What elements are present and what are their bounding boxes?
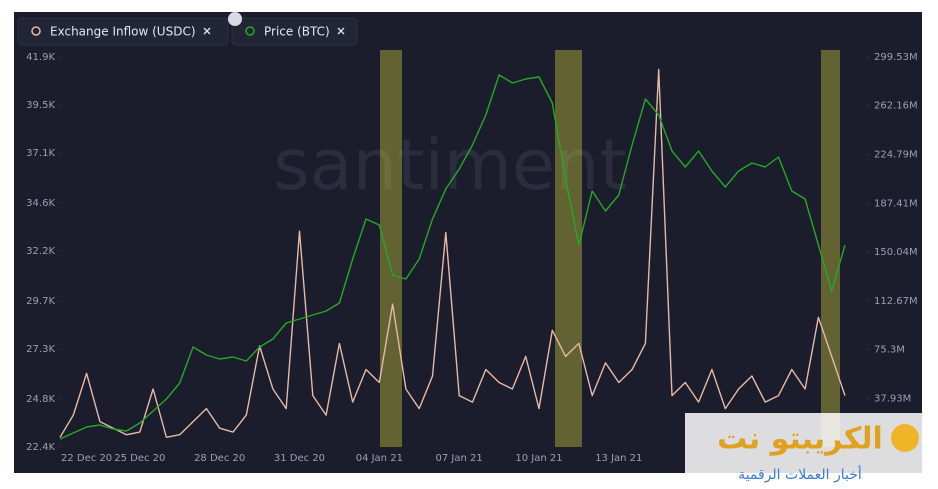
- x-tick-label: 28 Dec 20: [194, 453, 245, 464]
- x-tick-label: 22 Dec 20: [61, 453, 112, 464]
- y2-tick-label: 299.53M: [874, 52, 918, 63]
- y2-tick-label: 150.04M: [874, 247, 918, 258]
- x-tick-label: 31 Dec 20: [274, 453, 325, 464]
- legend-close[interactable]: [337, 27, 345, 35]
- highlight-band: [821, 50, 840, 447]
- highlight-band: [555, 50, 582, 447]
- logo-title: الكريبتو نت: [717, 422, 883, 457]
- y-tick-label: 24.8K: [26, 394, 55, 405]
- y-tick-label: 22.4K: [26, 442, 55, 453]
- x-tick-label: 04 Jan 21: [356, 453, 403, 464]
- y-tick-label: 41.9K: [26, 52, 55, 63]
- legend-chip[interactable]: [17, 17, 229, 46]
- y-tick-label: 27.3K: [26, 344, 55, 355]
- legend-swatch: [31, 26, 41, 36]
- logo-subtitle: أخبار العملات الرقمية: [738, 465, 862, 483]
- legend-item[interactable]: Exchange Inflow (USDC): [17, 17, 229, 46]
- y-tick-label: 39.5K: [26, 100, 55, 111]
- x-tick-label: 25 Dec 20: [114, 453, 165, 464]
- chart-panel: [14, 12, 922, 473]
- legend-label: Exchange Inflow (USDC): [50, 25, 196, 39]
- highlight-band: [380, 50, 402, 447]
- x-tick-label: 07 Jan 21: [436, 453, 483, 464]
- series-line: [59, 74, 846, 440]
- legend-chip[interactable]: [231, 17, 358, 46]
- y2-tick-label: 262.16M: [874, 101, 918, 112]
- y2-tick-label: 112.67M: [874, 296, 918, 307]
- y2-tick-label: 75.3M: [874, 345, 905, 356]
- x-tick-label: 10 Jan 21: [515, 453, 562, 464]
- y2-tick-label: 37.93M: [874, 393, 911, 404]
- y-tick-label: 34.6K: [26, 198, 55, 209]
- legend-swatch: [245, 26, 255, 36]
- legend-label: Price (BTC): [264, 25, 330, 39]
- logo-overlay: الكريبتو نت أخبار العملات الرقمية: [685, 413, 922, 485]
- y-tick-label: 37.1K: [26, 148, 55, 159]
- y-tick-label: 32.2K: [26, 246, 55, 257]
- logo-coin: [891, 424, 919, 452]
- y2-tick-label: 224.79M: [874, 149, 918, 160]
- logo-box: [685, 413, 922, 485]
- lock-icon[interactable]: [228, 12, 242, 26]
- legend-close[interactable]: [203, 27, 211, 35]
- legend-item[interactable]: Price (BTC): [231, 17, 358, 46]
- series-line: [59, 68, 846, 438]
- x-tick-label: 13 Jan 21: [595, 453, 642, 464]
- y2-tick-label: 187.41M: [874, 198, 918, 209]
- y-tick-label: 29.7K: [26, 296, 55, 307]
